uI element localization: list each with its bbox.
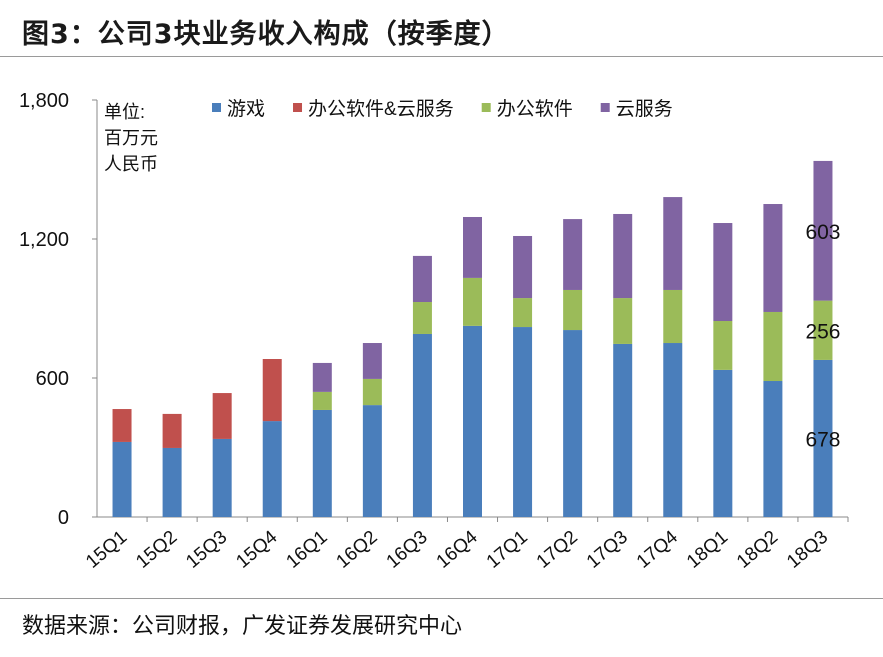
x-tick-label: 15Q4 <box>232 526 281 572</box>
x-tick-label: 18Q1 <box>683 527 732 573</box>
bar-segment <box>112 441 132 517</box>
bar-segment <box>763 381 783 517</box>
bar-segment <box>813 160 833 301</box>
bar-segment <box>412 255 432 303</box>
bar-segment <box>362 405 382 517</box>
bar-segment <box>463 325 482 517</box>
legend-swatch <box>600 103 610 112</box>
legend-label: 游戏 <box>227 98 265 120</box>
bar-segment <box>513 235 533 299</box>
x-tick-label: 17Q4 <box>633 526 682 572</box>
bar-segment <box>463 216 482 278</box>
bar-segment <box>463 277 482 326</box>
bar-segment <box>563 219 583 290</box>
x-tick-label: 15Q1 <box>82 527 131 573</box>
y-tick-label: 600 <box>36 368 69 390</box>
x-tick-label: 15Q2 <box>132 527 181 573</box>
data-label: 603 <box>805 221 840 244</box>
x-tick-label: 16Q4 <box>433 526 482 572</box>
bar-segment <box>713 321 733 370</box>
x-tick-label: 16Q2 <box>332 527 381 573</box>
legend-label: 云服务 <box>616 98 673 120</box>
x-tick-label: 18Q3 <box>783 527 832 573</box>
chart-title: 图3：公司3块业务收入构成（按季度） <box>22 19 510 50</box>
bar-segment <box>112 409 132 442</box>
bar-segment <box>162 447 182 517</box>
bar-segment <box>212 438 232 517</box>
bar-segment <box>663 343 683 517</box>
data-label: 256 <box>805 320 840 343</box>
bar-segment <box>663 197 683 290</box>
y-tick-label: 0 <box>58 507 69 529</box>
legend-swatch <box>481 103 491 112</box>
bar-segment <box>312 362 332 392</box>
bar-segment <box>713 369 733 517</box>
bar-segment <box>162 413 182 448</box>
bar-segment <box>362 378 382 406</box>
bar-segment <box>763 204 783 312</box>
bar-segment <box>412 302 432 334</box>
x-tick-label: 17Q2 <box>533 527 582 573</box>
unit-label: 单位: <box>104 102 145 122</box>
bar-segment <box>412 333 432 517</box>
bar-segment <box>362 343 382 379</box>
data-label: 678 <box>805 428 840 451</box>
source-divider <box>0 598 883 599</box>
x-tick-label: 17Q1 <box>483 527 532 573</box>
legend-swatch <box>293 103 303 112</box>
y-tick-label: 1,800 <box>19 90 69 112</box>
legend-label: 办公软件 <box>497 98 573 120</box>
x-tick-label: 17Q3 <box>583 527 632 573</box>
bar-segment <box>513 327 533 517</box>
unit-label: 人民币 <box>104 154 158 174</box>
x-tick-label: 18Q2 <box>733 527 782 573</box>
bar-segment <box>613 343 633 517</box>
x-tick-label: 16Q3 <box>383 527 432 573</box>
bar-segment <box>563 330 583 517</box>
bar-segment <box>813 359 833 517</box>
legend-swatch <box>212 103 221 112</box>
x-tick-label: 16Q1 <box>282 527 331 573</box>
bar-segment <box>513 298 533 328</box>
bar-segment <box>763 311 783 382</box>
bar-segment <box>312 409 332 517</box>
bar-segment <box>713 223 733 322</box>
bar-segment <box>563 289 583 331</box>
y-tick-label: 1,200 <box>19 229 69 251</box>
bar-segment <box>613 213 633 299</box>
unit-label: 百万元 <box>104 128 158 148</box>
title-divider <box>0 56 883 57</box>
bar-segment <box>212 393 232 439</box>
bar-segment <box>813 300 833 360</box>
bar-segment <box>262 421 282 517</box>
bar-segment <box>663 289 683 344</box>
x-tick-label: 15Q3 <box>182 527 231 573</box>
bar-segment <box>312 391 332 410</box>
bar-segment <box>613 298 633 344</box>
legend-label: 办公软件&云服务 <box>308 98 454 120</box>
source-note: 数据来源：公司财报，广发证券发展研究中心 <box>22 614 463 639</box>
bar-segment <box>262 359 282 422</box>
